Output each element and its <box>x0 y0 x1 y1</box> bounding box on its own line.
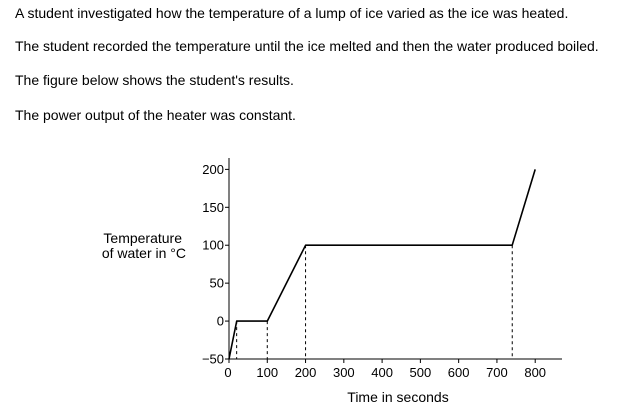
y-tick-label: 0 <box>217 314 224 329</box>
question-line-2: The student recorded the temperature unt… <box>15 38 599 54</box>
chart-axes <box>225 158 562 363</box>
data-series <box>228 169 536 360</box>
x-tick-label: 600 <box>448 365 470 380</box>
y-tick-label: 200 <box>202 162 224 177</box>
x-axis-label: Time in seconds <box>347 389 448 405</box>
y-tick-label: 100 <box>202 238 224 253</box>
temperature-line <box>228 169 536 360</box>
y-axis-label-line-1: Temperature <box>103 230 182 246</box>
y-axis-label-line-2: of water in °C <box>102 245 186 261</box>
x-tick-label: 100 <box>256 365 278 380</box>
question-line-1: A student investigated how the temperatu… <box>15 5 569 21</box>
y-tick-label: 50 <box>210 276 224 291</box>
dashed-guides <box>236 245 513 359</box>
x-tick-label: 700 <box>486 365 508 380</box>
y-tick-label: 150 <box>202 200 224 215</box>
x-tick-label: 200 <box>295 365 317 380</box>
y-tick-label: −50 <box>202 352 224 367</box>
x-tick-label: 800 <box>524 365 546 380</box>
x-tick-label: 500 <box>410 365 432 380</box>
x-tick-label: 400 <box>371 365 393 380</box>
question-line-4: The power output of the heater was const… <box>15 107 296 123</box>
x-tick-label: 300 <box>333 365 355 380</box>
x-tick-label: 0 <box>224 365 231 380</box>
question-line-3: The figure below shows the student's res… <box>15 72 294 88</box>
